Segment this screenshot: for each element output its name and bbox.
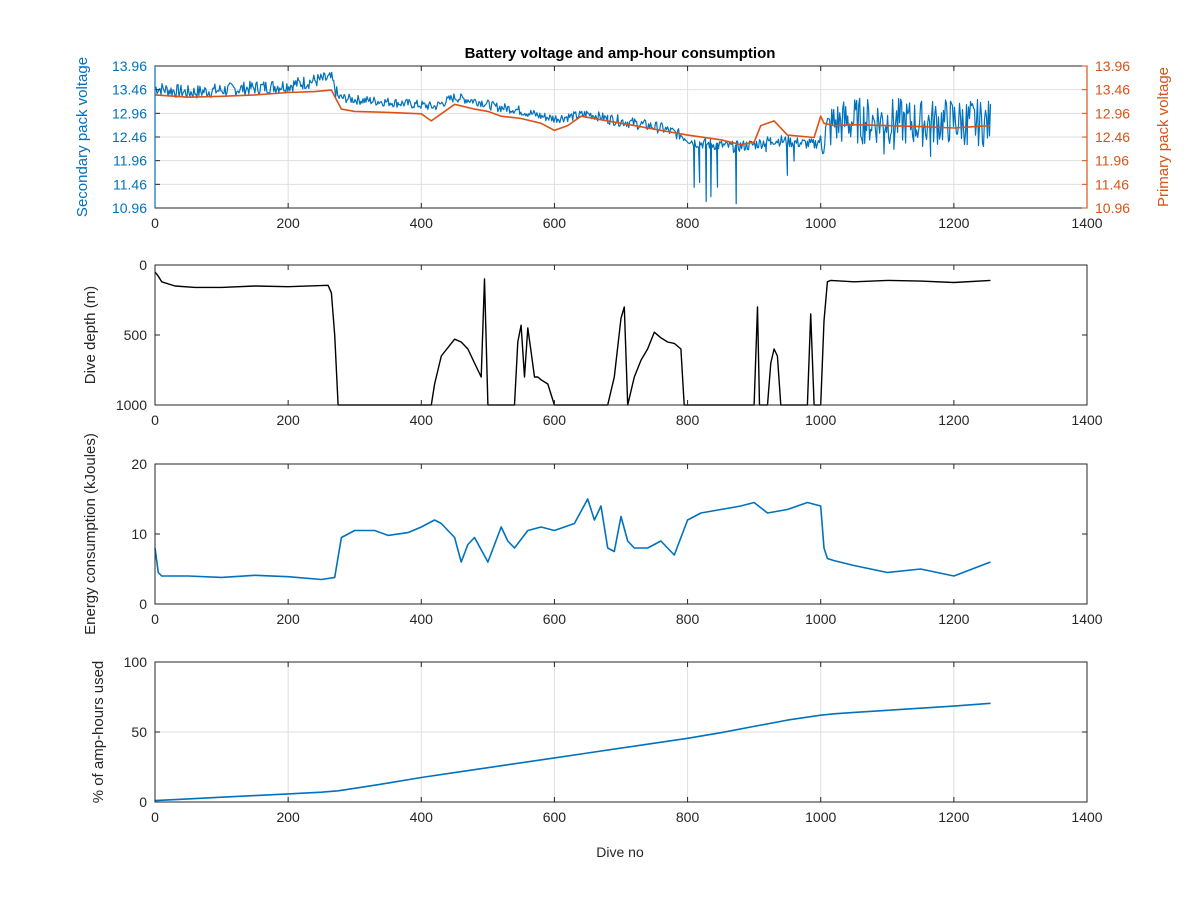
x-tick-label: 1000 (805, 809, 836, 825)
y-tick-label: 11.46 (113, 176, 147, 192)
y-tick-label: 0 (139, 794, 147, 810)
plot-area (155, 464, 1087, 604)
y-axis-label: Dive depth (m) (82, 286, 99, 384)
x-tick-label: 400 (410, 611, 434, 627)
x-tick-label: 0 (151, 809, 159, 825)
x-tick-label: 1000 (805, 412, 836, 428)
x-tick-label: 600 (543, 412, 567, 428)
y-tick-label: 50 (131, 724, 147, 740)
x-tick-label: 0 (151, 412, 159, 428)
x-tick-label: 200 (276, 412, 300, 428)
x-tick-label: 800 (676, 215, 700, 231)
y-tick-label: 500 (124, 327, 148, 343)
x-tick-label: 200 (276, 809, 300, 825)
y-tick-label: 0 (139, 257, 147, 273)
y-tick-label: 0 (139, 596, 147, 612)
y-tick-label: 10.96 (112, 200, 147, 216)
subplot-3: 0 200 400 600 800 1000 1200 1400 0 10 20 Energy con… (82, 433, 1103, 635)
y-tick-label: 100 (124, 654, 148, 670)
x-tick-label: 200 (276, 215, 300, 231)
y-right-tick-label: 11.46 (1095, 176, 1129, 192)
x-tick-label: 1400 (1071, 412, 1102, 428)
x-tick-label: 400 (410, 412, 434, 428)
y-right-tick-label: 13.96 (1095, 58, 1130, 74)
y-tick-label: 12.96 (112, 105, 147, 121)
subplot-4: 0 200 400 600 800 1000 1200 1400 0 50 100 % of amp-… (90, 654, 1103, 825)
y-right-tick-label: 12.96 (1095, 105, 1130, 121)
y-tick-label: 13.46 (112, 82, 147, 98)
x-tick-label: 600 (543, 215, 567, 231)
y-tick-label: 20 (131, 456, 147, 472)
y-tick-label: 1000 (116, 397, 147, 413)
x-tick-label: 1200 (938, 611, 969, 627)
y-axis-label: % of amp-hours used (90, 661, 107, 804)
y-axis-label: Secondary pack voltage (74, 57, 91, 217)
y-tick-label: 13.96 (112, 58, 147, 74)
figure-title: Battery voltage and amp-hour consumption (465, 45, 776, 62)
x-tick-label: 600 (543, 809, 567, 825)
x-tick-label: 1400 (1071, 611, 1102, 627)
y-right-tick-label: 11.96 (1095, 153, 1129, 169)
x-tick-label: 1400 (1071, 215, 1102, 231)
y-right-tick-label: 13.46 (1095, 82, 1130, 98)
x-tick-label: 600 (543, 611, 567, 627)
x-tick-label: 1400 (1071, 809, 1102, 825)
x-tick-label: 400 (410, 809, 434, 825)
series-line-1 (154, 702, 991, 802)
subplot-1: 0 200 400 600 800 1000 1200 140010.9611.4611.96… (74, 57, 1172, 231)
y-right-tick-label: 10.96 (1095, 200, 1130, 216)
x-tick-label: 800 (676, 611, 700, 627)
x-tick-label: 1200 (938, 809, 969, 825)
y-tick-label: 10 (131, 526, 147, 542)
y-tick-label: 12.46 (112, 129, 147, 145)
x-tick-label: 800 (676, 412, 700, 428)
x-tick-label: 200 (276, 611, 300, 627)
x-tick-label: 1000 (805, 611, 836, 627)
x-tick-label: 800 (676, 809, 700, 825)
subplot-panels: 0 200 400 600 800 1000 1200 140010.9611.4611.96… (74, 57, 1172, 825)
y-right-axis-label: Primary pack voltage (1155, 67, 1172, 207)
series-line-2 (154, 89, 991, 146)
series-line-1 (154, 498, 991, 581)
x-tick-label: 0 (151, 215, 159, 231)
y-right-tick-label: 12.46 (1095, 129, 1130, 145)
y-axis-label: Energy consumption (kJoules) (82, 433, 99, 635)
x-axis-label: Dive no (596, 844, 644, 860)
x-tick-label: 1200 (938, 215, 969, 231)
x-tick-label: 0 (151, 611, 159, 627)
plot-area (155, 265, 1087, 405)
subplot-2: 0 200 400 600 800 1000 1200 1400 0 500 1000 Dive de… (82, 257, 1103, 428)
x-tick-label: 1200 (938, 412, 969, 428)
x-tick-label: 400 (410, 215, 434, 231)
y-tick-label: 11.96 (113, 153, 147, 169)
x-tick-label: 1000 (805, 215, 836, 231)
